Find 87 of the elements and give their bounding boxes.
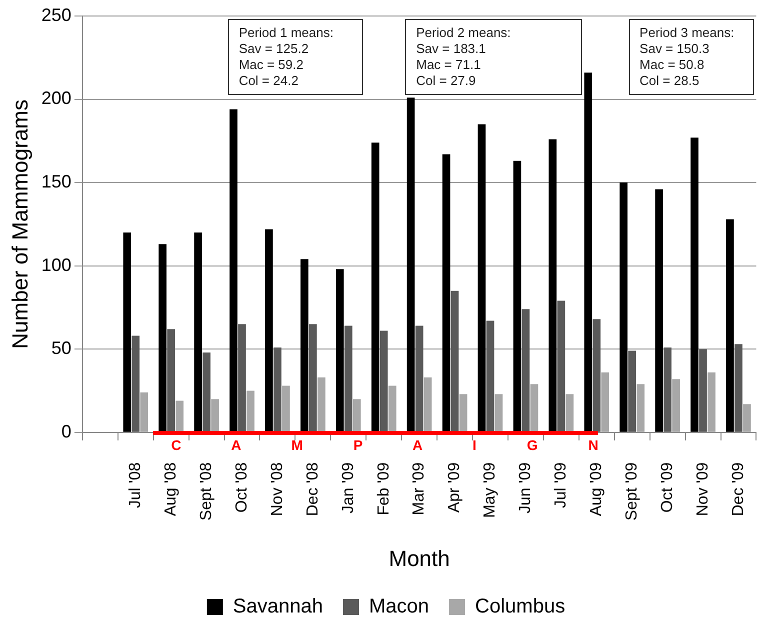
text: C A M P A I G N xyxy=(171,437,598,454)
bar xyxy=(459,394,468,432)
bar xyxy=(230,109,238,432)
bar xyxy=(734,344,742,432)
x-tick-label: Aug '08 xyxy=(162,462,180,516)
x-tick-label: Oct '09 xyxy=(658,462,676,513)
bar xyxy=(123,232,132,432)
bar xyxy=(318,377,326,432)
legend-label: Columbus xyxy=(475,596,566,618)
bar xyxy=(557,300,566,432)
y-axis-title: Number of Mammograms xyxy=(7,100,32,349)
bar xyxy=(592,319,601,432)
x-tick-label: Dec '08 xyxy=(304,462,322,516)
bar xyxy=(743,404,751,432)
x-tick-label: May '09 xyxy=(482,462,499,518)
bar xyxy=(132,336,140,432)
x-tick-label: Oct '08 xyxy=(233,462,250,513)
bar xyxy=(194,232,202,432)
x-tick-label: Mar '09 xyxy=(410,462,428,516)
legend-label: Macon xyxy=(369,596,430,618)
x-tick-label: Nov '09 xyxy=(694,462,712,516)
bar xyxy=(636,384,645,432)
x-tick-label: Jul '08 xyxy=(127,462,144,508)
bar xyxy=(167,329,176,432)
bar xyxy=(522,309,530,432)
bar xyxy=(140,392,148,432)
bar xyxy=(494,394,503,432)
bar xyxy=(246,390,254,432)
bar xyxy=(513,160,522,432)
note-box: Period 3 means: Sav = 150.3 Mac = 50.8 Col = 28.5 xyxy=(628,19,754,95)
bar xyxy=(274,347,282,432)
bar xyxy=(300,259,308,432)
y-tick-label: 250 xyxy=(41,4,72,25)
y-tick-label: 50 xyxy=(51,338,72,358)
x-tick-label: Nov '08 xyxy=(268,462,286,516)
bar xyxy=(211,399,219,432)
x-tick-label: Sept '08 xyxy=(198,462,215,521)
x-tick-label: Apr '09 xyxy=(446,462,464,513)
bar xyxy=(336,269,344,432)
x-tick-label: Feb '09 xyxy=(375,462,392,516)
bar xyxy=(442,154,450,432)
x-tick-label: Dec '09 xyxy=(730,462,747,516)
x-tick-label: Jun '09 xyxy=(517,462,534,514)
bar xyxy=(628,350,636,432)
bar xyxy=(672,379,680,432)
y-tick-label: 200 xyxy=(41,88,72,108)
bar xyxy=(566,394,574,432)
legend-label: Savannah xyxy=(232,596,324,618)
bar xyxy=(176,400,184,432)
bar xyxy=(388,386,396,432)
bar xyxy=(708,372,716,432)
bar xyxy=(380,330,388,432)
bar xyxy=(282,386,290,432)
x-tick-label: Aug '09 xyxy=(588,462,606,516)
bar xyxy=(309,324,317,432)
x-axis-title: Month xyxy=(388,546,450,571)
bar xyxy=(352,399,361,432)
bar xyxy=(371,142,380,432)
bar xyxy=(601,372,610,432)
bar xyxy=(690,138,698,432)
bar xyxy=(620,182,628,432)
note-box: Period 2 means: Sav = 183.1 Mac = 71.1 Col = 27.9 xyxy=(405,19,582,95)
y-tick-label: 100 xyxy=(41,254,72,275)
bar xyxy=(726,219,734,432)
x-tick-label: Jan '09 xyxy=(340,462,357,514)
bar xyxy=(238,324,246,432)
bar xyxy=(406,98,415,432)
bar xyxy=(478,124,486,432)
y-tick-label: 0 xyxy=(61,421,72,442)
bar xyxy=(158,244,166,432)
bar xyxy=(699,349,707,432)
bar xyxy=(664,347,672,432)
bar xyxy=(265,229,273,432)
bar xyxy=(655,189,663,432)
y-tick-label: 150 xyxy=(41,172,72,192)
bar xyxy=(415,326,424,432)
x-tick-label: Sept '09 xyxy=(624,462,641,521)
note-box: Period 1 means: Sav = 125.2 Mac = 59.2 Col = 24.2 xyxy=(228,19,363,95)
bar xyxy=(450,290,459,432)
bar xyxy=(202,352,210,432)
bar xyxy=(344,326,352,432)
bar xyxy=(530,384,538,432)
x-tick-label: Jul '09 xyxy=(552,462,570,508)
bar xyxy=(584,72,592,432)
bar xyxy=(548,139,557,432)
bar xyxy=(486,320,494,432)
bar xyxy=(424,377,432,432)
